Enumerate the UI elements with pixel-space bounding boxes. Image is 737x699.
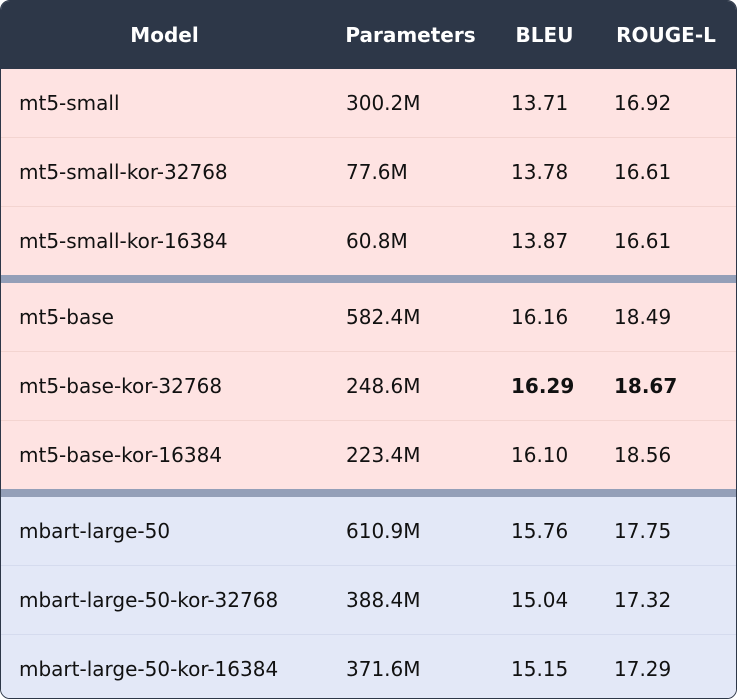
table-header: Model Parameters BLEU ROUGE-L: [1, 1, 736, 69]
parameters-cell: 60.8M: [328, 206, 493, 279]
table-row: mbart-large-50-kor-16384 371.6M 15.15 17…: [1, 634, 736, 698]
model-cell: mbart-large-50-kor-16384: [1, 634, 328, 698]
rouge-l-cell: 17.29: [596, 634, 736, 698]
model-cell: mt5-base-kor-32768: [1, 351, 328, 421]
rouge-l-cell-best: 18.67: [596, 351, 736, 421]
table-row: mt5-base 582.4M 16.16 18.49: [1, 275, 736, 352]
bleu-cell: 15.04: [493, 565, 596, 635]
bleu-cell-best: 16.29: [493, 351, 596, 421]
table-row: mbart-large-50-kor-32768 388.4M 15.04 17…: [1, 565, 736, 635]
model-cell: mt5-small-kor-32768: [1, 137, 328, 207]
bleu-cell: 15.15: [493, 634, 596, 698]
bleu-cell: 16.10: [493, 420, 596, 493]
header-rouge-l: ROUGE-L: [596, 1, 736, 69]
header-parameters: Parameters: [328, 1, 493, 69]
bleu-cell: 15.76: [493, 489, 596, 566]
parameters-cell: 248.6M: [328, 351, 493, 421]
rouge-l-cell: 18.49: [596, 275, 736, 352]
rouge-l-cell: 16.61: [596, 206, 736, 279]
model-cell: mbart-large-50-kor-32768: [1, 565, 328, 635]
parameters-cell: 223.4M: [328, 420, 493, 493]
bleu-cell: 13.87: [493, 206, 596, 279]
model-cell: mbart-large-50: [1, 489, 328, 566]
rouge-l-cell: 16.61: [596, 137, 736, 207]
model-cell: mt5-base-kor-16384: [1, 420, 328, 493]
parameters-cell: 77.6M: [328, 137, 493, 207]
model-cell: mt5-small-kor-16384: [1, 206, 328, 279]
table-row-best: mt5-base-kor-32768 248.6M 16.29 18.67: [1, 351, 736, 421]
table-row: mt5-small 300.2M 13.71 16.92: [1, 69, 736, 138]
rouge-l-cell: 17.32: [596, 565, 736, 635]
rouge-l-cell: 18.56: [596, 420, 736, 493]
table-row: mt5-small-kor-32768 77.6M 13.78 16.61: [1, 137, 736, 207]
model-cell: mt5-small: [1, 69, 328, 138]
parameters-cell: 371.6M: [328, 634, 493, 698]
header-bleu: BLEU: [493, 1, 596, 69]
header-row: Model Parameters BLEU ROUGE-L: [1, 1, 736, 69]
parameters-cell: 300.2M: [328, 69, 493, 138]
header-model: Model: [1, 1, 328, 69]
table-row: mt5-base-kor-16384 223.4M 16.10 18.56: [1, 420, 736, 493]
bleu-cell: 13.71: [493, 69, 596, 138]
parameters-cell: 388.4M: [328, 565, 493, 635]
table-body: mt5-small 300.2M 13.71 16.92 mt5-small-k…: [1, 69, 736, 698]
model-cell: mt5-base: [1, 275, 328, 352]
bleu-cell: 13.78: [493, 137, 596, 207]
table-row: mbart-large-50 610.9M 15.76 17.75: [1, 489, 736, 566]
parameters-cell: 582.4M: [328, 275, 493, 352]
table-row: mt5-small-kor-16384 60.8M 13.87 16.61: [1, 206, 736, 279]
rouge-l-cell: 17.75: [596, 489, 736, 566]
parameters-cell: 610.9M: [328, 489, 493, 566]
bleu-cell: 16.16: [493, 275, 596, 352]
rouge-l-cell: 16.92: [596, 69, 736, 138]
